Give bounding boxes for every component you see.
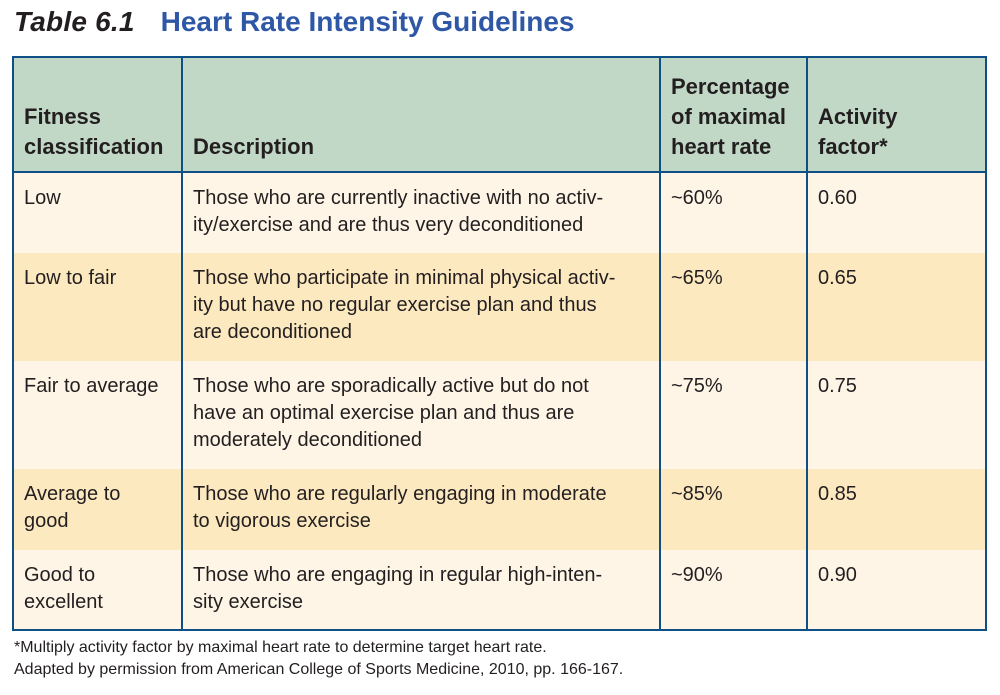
table-row: Average to good Those who are regularly …: [14, 469, 985, 550]
footnotes: *Multiply activity factor by maximal hea…: [14, 637, 623, 681]
cell-description: Those who are regularly engaging in mode…: [181, 469, 660, 550]
cell-description: Those who participate in minimal physica…: [181, 253, 660, 361]
header-activity-factor: Activity factor*: [806, 58, 985, 173]
cell-description: Those who are currently inactive with no…: [181, 172, 660, 253]
table-row: Good to excellent Those who are engaging…: [14, 550, 985, 629]
cell-classification: Low: [24, 187, 61, 209]
cell-factor: 0.75: [806, 361, 985, 469]
table-number: Table 6.1: [14, 6, 135, 37]
cell-percentage: ~85%: [659, 469, 807, 550]
table-heading: Heart Rate Intensity Guidelines: [160, 6, 575, 37]
cell-factor: 0.90: [806, 550, 985, 629]
header-percentage: Percentage of maximal heart rate: [659, 58, 807, 173]
cell-percentage: ~65%: [659, 253, 807, 361]
cell-percentage: ~60%: [659, 172, 807, 253]
table-container: Fitness classification Description Perce…: [12, 56, 987, 631]
cell-percentage: ~75%: [659, 361, 807, 469]
heart-rate-table: Fitness classification Description Perce…: [14, 58, 985, 629]
header-description: Description: [181, 58, 660, 173]
table-row: Low Those who are currently inactive wit…: [14, 172, 985, 253]
cell-description: Those who are sporadically active but do…: [181, 361, 660, 469]
cell-description: Those who are engaging in regular high-i…: [181, 550, 660, 629]
cell-factor: 0.85: [806, 469, 985, 550]
footnote-source: Adapted by permission from American Coll…: [14, 661, 624, 678]
cell-classification: Good to excellent: [24, 564, 103, 613]
table-row: Low to fair Those who participate in min…: [14, 253, 985, 361]
header-row: Fitness classification Description Perce…: [14, 58, 985, 173]
cell-classification: Average to good: [24, 483, 121, 532]
table-title: Table 6.1 Heart Rate Intensity Guideline…: [14, 6, 575, 46]
cell-percentage: ~90%: [659, 550, 807, 629]
cell-factor: 0.65: [806, 253, 985, 361]
table-row: Fair to average Those who are sporadical…: [14, 361, 985, 469]
cell-factor: 0.60: [806, 172, 985, 253]
header-fitness-classification: Fitness classification: [14, 58, 182, 173]
cell-classification: Low to fair: [24, 267, 117, 289]
cell-classification: Fair to average: [24, 375, 159, 397]
footnote-activity-factor: *Multiply activity factor by maximal hea…: [14, 639, 547, 656]
